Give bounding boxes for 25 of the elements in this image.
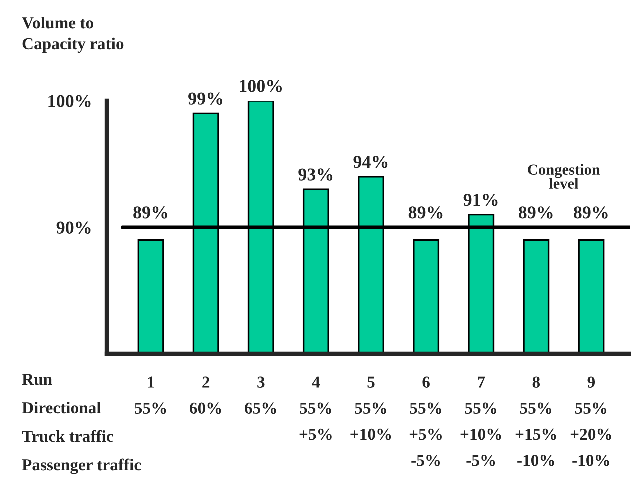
- data-label: 89%: [408, 206, 443, 219]
- x-tick-label: 4 55% +5%: [300, 376, 332, 440]
- x-tick-label: 9 55% +20% -10%: [570, 376, 612, 466]
- x-tick-label: 3 65%: [245, 376, 276, 414]
- text: Directional: [22, 402, 102, 414]
- x-tick-label: 1 55%: [135, 376, 166, 414]
- data-label: 99%: [188, 92, 222, 105]
- text: Passenger traffic: [22, 458, 142, 474]
- data-label: 89%: [518, 206, 553, 219]
- y-axis-title: Volume to Capacity ratio: [22, 16, 124, 54]
- text: Truck traffic: [22, 430, 114, 442]
- data-label: 100%: [240, 80, 282, 92]
- ref-line-label: Congestion level: [528, 164, 600, 189]
- x-tick-label: 7 55% +10% -5%: [460, 376, 502, 466]
- x-tick-label: 5 55% +10%: [350, 376, 392, 440]
- data-label: 89%: [134, 206, 168, 219]
- x-tick-label: 6 55% +5% -5%: [410, 376, 442, 466]
- data-label: 89%: [574, 206, 608, 219]
- x-tick-label: 8 55% +15% -10%: [516, 376, 556, 466]
- y-tick-label: 90%: [56, 222, 91, 234]
- data-label: 94%: [354, 156, 388, 168]
- x-tick-label: 2 60%: [190, 376, 222, 414]
- data-label: 91%: [464, 194, 498, 206]
- data-label: 93%: [298, 168, 333, 181]
- x-axis-title: Run: [22, 374, 52, 386]
